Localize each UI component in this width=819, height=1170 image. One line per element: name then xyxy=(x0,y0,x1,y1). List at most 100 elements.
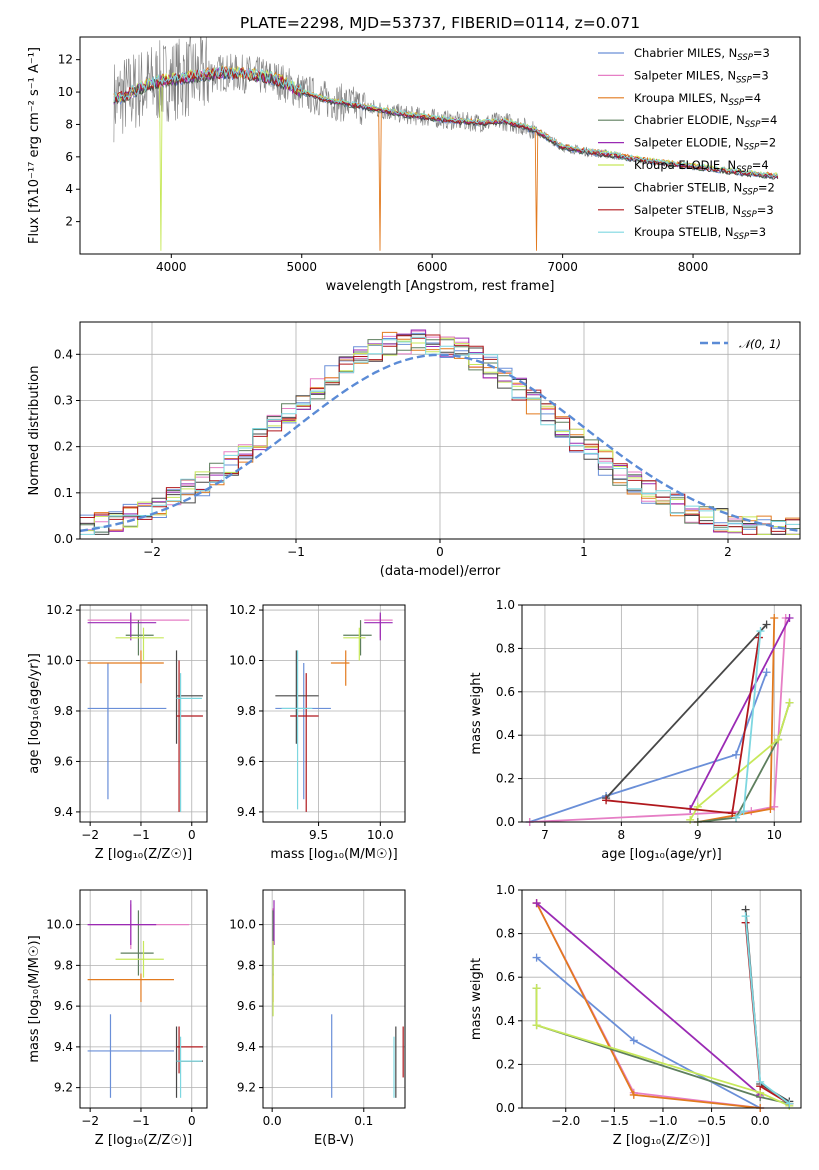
residual-histogram xyxy=(80,330,800,535)
y-axis-label: Normed distribution xyxy=(27,366,42,496)
weight-marker xyxy=(766,804,775,813)
y-axis-label: Flux [fλ10⁻¹⁷ erg cm⁻² s⁻¹ A⁻¹] xyxy=(27,47,42,244)
x-tick-label: 0 xyxy=(188,828,196,842)
legend-label: Salpeter MILES, NSSP=3 xyxy=(634,68,769,85)
x-tick-label: 5000 xyxy=(286,260,317,274)
x-tick-label: −2 xyxy=(81,1114,99,1128)
spectrum-legend: Chabrier MILES, NSSP=3 Salpeter MILES, NS… xyxy=(598,46,777,242)
x-axis-label: age [log₁₀(age/yr)] xyxy=(601,847,722,862)
y-tick-label: 0.8 xyxy=(496,927,515,941)
y-tick-label: 8 xyxy=(65,117,73,131)
legend-label: Chabrier MILES, NSSP=3 xyxy=(634,46,770,63)
weight-marker xyxy=(739,807,748,816)
weight-marker xyxy=(785,1099,794,1108)
x-tick-label: −1.5 xyxy=(600,1114,629,1128)
x-tick-label: 0.0 xyxy=(263,1114,282,1128)
residual-histogram xyxy=(80,334,800,535)
y-tick-label: 9.4 xyxy=(54,805,73,819)
legend-label: Chabrier STELIB, NSSP=2 xyxy=(634,180,775,197)
x-tick-label: 0.0 xyxy=(751,1114,770,1128)
y-tick-label: 9.8 xyxy=(54,958,73,972)
mass_vs_Z-plot: −2 −1 0 9.2 9.4 9.6 9.8 10.0 Z [log₁₀(Z/Z☉)] mass… xyxy=(27,889,208,1148)
weight-marker xyxy=(770,614,779,623)
x-tick-label: 7000 xyxy=(547,260,578,274)
y-tick-label: 4 xyxy=(65,182,73,196)
weight-marker xyxy=(785,698,794,707)
y-tick-label: 1.0 xyxy=(496,883,515,897)
weight-marker xyxy=(762,620,771,629)
weight-marker xyxy=(774,735,783,744)
legend-label: Salpeter STELIB, NSSP=3 xyxy=(634,203,774,220)
histogram-legend: 𝒩(0, 1) xyxy=(700,337,781,351)
x-axis-label: Z [log₁₀(Z/Z☉)] xyxy=(613,1133,710,1148)
residual-histogram xyxy=(80,336,800,535)
y-tick-label: 9.2 xyxy=(54,1081,73,1095)
model-spectrum xyxy=(113,65,779,178)
weight-marker xyxy=(741,912,750,921)
y-tick-label: 2 xyxy=(65,215,73,229)
y-tick-label: 0.0 xyxy=(496,815,515,829)
figure-title: PLATE=2298, MJD=53737, FIBERID=0114, z=0… xyxy=(240,14,640,32)
weight-line xyxy=(536,902,761,1096)
observed-spectrum xyxy=(113,37,619,160)
x-axis-label: wavelength [Angstrom, rest frame] xyxy=(326,279,555,294)
y-tick-label: 10.2 xyxy=(229,603,256,617)
x-tick-label: −1 xyxy=(132,828,150,842)
y-tick-label: 0.6 xyxy=(496,970,515,984)
axes-frame xyxy=(79,321,801,540)
x-axis-label: (data-model)/error xyxy=(380,564,501,579)
y-tick-label: 9.4 xyxy=(237,805,256,819)
weight-marker xyxy=(532,984,541,993)
y-tick-label: 0.3 xyxy=(54,393,73,407)
y-tick-label: 0.1 xyxy=(54,486,73,500)
normal-reference-curve xyxy=(80,353,800,533)
y-tick-label: 10 xyxy=(58,85,73,99)
x-axis-label: Z [log₁₀(Z/Z☉)] xyxy=(95,1133,192,1148)
weight-line xyxy=(529,617,787,822)
age_vs_mass-plot: 9.5 10.0 9.4 9.6 9.8 10.0 10.2 mass [log₁₀(M/M☉… xyxy=(229,603,406,862)
y-tick-label: 9.8 xyxy=(237,958,256,972)
y-tick-label: 9.6 xyxy=(54,999,73,1013)
weight-marker xyxy=(732,750,741,759)
y-tick-label: 0.4 xyxy=(496,728,515,742)
axes-frame xyxy=(262,889,406,1109)
x-tick-label: −0.5 xyxy=(697,1114,726,1128)
x-tick-label: 9.5 xyxy=(309,828,328,842)
x-tick-label: −2 xyxy=(143,545,161,559)
x-tick-label: 0 xyxy=(436,545,444,559)
histogram-plot: −2 −1 0 1 2 0.0 0.1 0.2 0.3 0.4 (data-model)/error… xyxy=(27,321,801,579)
axes-frame xyxy=(79,889,208,1109)
axes-frame xyxy=(521,604,802,823)
x-tick-label: 7 xyxy=(541,828,549,842)
weight-marker xyxy=(629,1036,638,1045)
weight-line xyxy=(689,617,791,810)
x-tick-label: −1 xyxy=(132,1114,150,1128)
y-tick-label: 12 xyxy=(58,53,73,67)
weight-marker xyxy=(532,953,541,962)
y-axis-label: mass weight xyxy=(469,672,484,754)
y-tick-label: 0.4 xyxy=(54,347,73,361)
y-tick-label: 0.2 xyxy=(496,772,515,786)
weight-line xyxy=(735,630,762,819)
y-tick-label: 9.6 xyxy=(237,999,256,1013)
y-axis-label: mass weight xyxy=(469,958,484,1040)
y-tick-label: 0.4 xyxy=(496,1014,515,1028)
weight_vs_Z-plot: −2.0 −1.5 −1.0 −0.5 0.0 0.0 0.2 0.4 0.6 0.8 1.0 Z [… xyxy=(469,883,802,1148)
y-tick-label: 9.4 xyxy=(54,1040,73,1054)
x-tick-label: 8 xyxy=(618,828,626,842)
legend-label: Salpeter ELODIE, NSSP=2 xyxy=(634,136,776,153)
x-tick-label: −2.0 xyxy=(551,1114,580,1128)
weight-line xyxy=(605,623,768,799)
y-tick-label: 0.2 xyxy=(54,440,73,454)
x-tick-label: 4000 xyxy=(156,260,187,274)
weight-marker xyxy=(756,627,765,636)
weight-line xyxy=(744,922,790,1105)
axes-frame xyxy=(79,604,208,823)
x-tick-label: 10.0 xyxy=(367,828,394,842)
weight-marker xyxy=(762,668,771,677)
y-tick-label: 10.0 xyxy=(229,654,256,668)
x-axis-label: mass [log₁₀(M/M☉)] xyxy=(270,847,397,862)
model-spectrum xyxy=(113,66,779,177)
y-tick-label: 0.8 xyxy=(496,641,515,655)
